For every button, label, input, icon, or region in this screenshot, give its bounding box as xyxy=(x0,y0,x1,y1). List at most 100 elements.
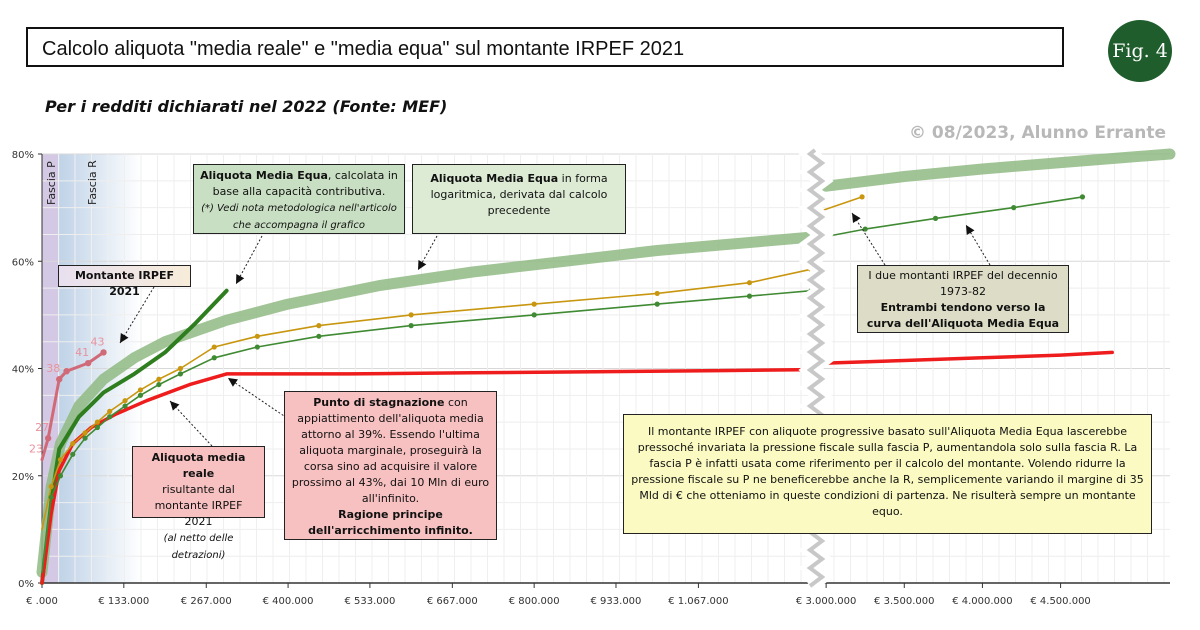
annotation-fascia-note: Il montante IRPEF con aliquote progressi… xyxy=(623,414,1152,534)
arrow-equa-calcolata-line xyxy=(235,235,263,285)
arrow-stagnazione-line xyxy=(227,377,291,421)
series-montante-1973-point xyxy=(654,290,660,297)
annotation-reale-note: (al netto delle detrazioni) xyxy=(163,533,234,561)
series-montante-1973-point xyxy=(122,398,128,404)
series-montante-2021-point xyxy=(100,349,107,356)
series-montante-1982-point xyxy=(107,414,113,420)
arrow-equa-calcolata-head xyxy=(236,273,245,284)
series-montante-1973-point xyxy=(211,344,217,350)
series-montante-1973-point xyxy=(408,312,414,318)
annotation-montanti-decennio-line1: I due montanti IRPEF del decennio 1973-8… xyxy=(868,269,1058,298)
series-montante-1982-point xyxy=(316,333,322,339)
y-tick-label: 0% xyxy=(18,579,34,590)
series-montante-1973-point xyxy=(107,408,113,414)
figure-badge: Fig. 4 xyxy=(1108,20,1172,82)
annotation-equa-computed-title: Aliquota Media Equa xyxy=(200,169,328,182)
series-media-reale-left xyxy=(40,367,813,585)
series-montante-1973-point xyxy=(48,483,54,490)
series-media-reale-right xyxy=(824,350,1114,365)
y-tick-label: 40% xyxy=(12,365,34,376)
x-tick-label: € 933.000 xyxy=(591,596,642,607)
series-montante-1973-point xyxy=(70,440,76,447)
series-montante-2021-point xyxy=(84,359,92,367)
series-montante-1982-point xyxy=(57,473,64,479)
x-tick-label: € 667.000 xyxy=(427,596,478,607)
x-tick-label: € 533.000 xyxy=(344,596,395,607)
annotation-reale: Aliquota media reale risultante dal mont… xyxy=(132,446,265,561)
series-montante-1982-point xyxy=(156,381,162,388)
series-montante-1982-point xyxy=(70,451,76,457)
series-montante-1973-point xyxy=(137,387,144,393)
chart-title: Calcolo aliquota "media reale" e "media … xyxy=(42,38,685,60)
series-montante-1982-point xyxy=(48,494,54,500)
series-montante-1973-point xyxy=(94,419,100,425)
x-tick-label: € 3.500.000 xyxy=(874,596,934,607)
arrow-montante-1982-head xyxy=(966,225,975,236)
annotation-montante-2021: Montante IRPEF 2021 xyxy=(58,265,191,298)
series-montante-1982-point xyxy=(932,215,939,221)
series-montante-1982-point xyxy=(211,355,217,361)
series-montante-1982-point xyxy=(1011,205,1017,211)
annotation-equa-log: Aliquota Media Equa in forma logaritmica… xyxy=(412,164,626,234)
series-montante-1982-point xyxy=(94,424,100,431)
annotation-montanti-decennio: I due montanti IRPEF del decennio 1973-8… xyxy=(857,265,1069,333)
x-tick-label: € 133.000 xyxy=(98,596,149,607)
annotation-stagnazione-text: con appiattimento dell'aliquota media at… xyxy=(291,396,490,505)
arrow-montante-2021-head xyxy=(120,332,129,343)
series-montante-1982-point xyxy=(408,323,414,329)
x-tick-label: € 800.000 xyxy=(509,596,560,607)
arrow-montante-1973-head xyxy=(852,213,861,224)
title-box: Calcolo aliquota "media reale" e "media … xyxy=(26,27,1064,67)
series-montante-2021-point xyxy=(44,435,52,442)
series-montante-1973-point xyxy=(316,323,322,329)
arrow-equa-logaritmica-head xyxy=(418,259,427,270)
x-tick-label: € 4.000.000 xyxy=(952,596,1012,607)
annotation-stagnazione-title: Punto di stagnazione xyxy=(313,396,445,409)
x-tick-label: € 1.067.000 xyxy=(668,596,728,607)
series-montante-1982-point xyxy=(746,293,753,299)
series-montante-1982-right xyxy=(822,196,1084,238)
chart-subtitle: Per i redditi dichiarati nel 2022 (Fonte… xyxy=(45,97,448,116)
series-montante-2021-point xyxy=(63,367,70,375)
annotation-fascia-note-text: Il montante IRPEF con aliquote progressi… xyxy=(631,425,1144,518)
series-montante-1982-point xyxy=(862,226,868,232)
series-montante-1982-point xyxy=(1079,194,1086,200)
arrow-media-reale-head xyxy=(170,401,180,411)
band-label-fascia-r: Fascia R xyxy=(86,160,99,205)
series-montante-1973-point xyxy=(859,194,865,200)
series-montante-1973-point xyxy=(177,365,184,372)
arrow-montante-1973-line xyxy=(851,212,886,266)
series-equa-logaritmica-left xyxy=(36,231,817,578)
annotation-equa-log-title: Aliquota Media Equa xyxy=(430,172,559,185)
x-tick-label: € 3.000.000 xyxy=(796,596,856,607)
copyright-credit: © 08/2023, Alunno Errante xyxy=(909,123,1166,143)
series-montante-1973-point xyxy=(254,333,260,339)
series-montante-1973-point xyxy=(531,301,537,307)
x-tick-label: € 267.000 xyxy=(181,596,232,607)
series-equa-calcolata-left xyxy=(40,288,229,585)
montante-2021-point-label: 41 xyxy=(75,346,89,359)
annotation-reale-title: Aliquota media reale xyxy=(151,451,246,480)
annotation-equa-log-text: in forma logaritmica, derivata dal calco… xyxy=(430,172,608,217)
series-montante-1973-right xyxy=(822,196,863,212)
series-montante-1973-point xyxy=(746,280,753,286)
series-montante-1982-point xyxy=(531,312,537,318)
y-tick-label: 80% xyxy=(12,150,34,161)
series-montante-1982-point xyxy=(254,344,260,350)
y-tick-label: 60% xyxy=(12,257,34,268)
series-montante-1982-point xyxy=(122,403,128,409)
series-montante-1982-point xyxy=(177,371,184,377)
series-montante-1973-point xyxy=(82,430,88,436)
series-montante-1982-point xyxy=(82,435,88,441)
series-montante-1973-point xyxy=(156,376,162,382)
montante-2021-point-label: 38 xyxy=(46,362,60,375)
montante-2021-point-label: 23 xyxy=(29,443,43,456)
annotation-montanti-decennio-line2: Entrambi tendono verso la curva dell'Ali… xyxy=(866,301,1060,330)
montante-2021-point-label: 27 xyxy=(35,421,49,434)
montante-2021-point-label: 43 xyxy=(91,335,105,348)
series-equa-logaritmica-right xyxy=(820,148,1176,192)
annotation-montante-2021-label: Montante IRPEF 2021 xyxy=(74,269,175,298)
arrow-stagnazione-head xyxy=(228,378,238,387)
x-tick-label: € .000 xyxy=(26,596,58,607)
x-tick-label: € 4.500.000 xyxy=(1030,596,1090,607)
